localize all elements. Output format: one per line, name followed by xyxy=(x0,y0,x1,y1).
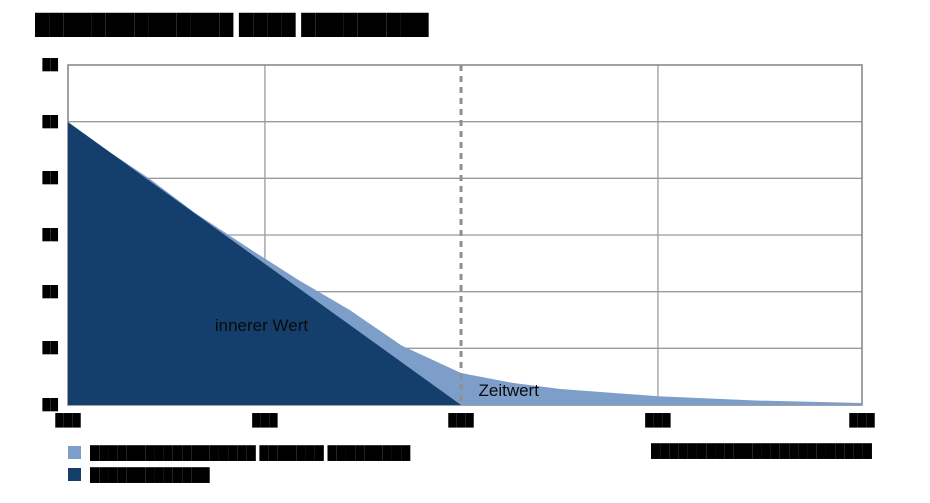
y-tick-label: ██ xyxy=(42,115,58,128)
source-note: ████████████████████████ xyxy=(650,443,872,458)
y-tick-label: ██ xyxy=(42,342,58,355)
x-tick-label: ███ xyxy=(849,413,875,427)
x-tick-label: ███ xyxy=(448,413,474,427)
x-tick-label: ███ xyxy=(645,413,671,427)
annotation-zeitwert: Zeitwert xyxy=(478,381,539,400)
y-tick-label: ██ xyxy=(42,172,58,185)
x-tick-label: ███ xyxy=(252,413,278,427)
chart-legend: ██████████████████ ███████ █████████ ████… xyxy=(68,441,410,485)
y-tick-label: ██ xyxy=(42,229,58,241)
legend-swatch xyxy=(68,467,81,481)
y-tick-label: ██ xyxy=(42,285,58,298)
y-tick-label: ██ xyxy=(42,399,58,411)
legend-label: █████████████ xyxy=(90,466,210,482)
y-tick-label: ██ xyxy=(42,59,58,71)
legend-swatch xyxy=(68,445,81,459)
legend-label: ██████████████████ ███████ █████████ xyxy=(90,444,411,460)
x-tick-label: ███ xyxy=(55,413,81,427)
page-title: ██████████████ ████ █████████ xyxy=(35,14,429,36)
legend-item: ██████████████████ ███████ █████████ xyxy=(68,441,410,463)
annotation-innerer-wert: innerer Wert xyxy=(215,316,308,335)
area-innerer-wert-area xyxy=(68,122,461,405)
legend-item: █████████████ xyxy=(68,463,410,485)
